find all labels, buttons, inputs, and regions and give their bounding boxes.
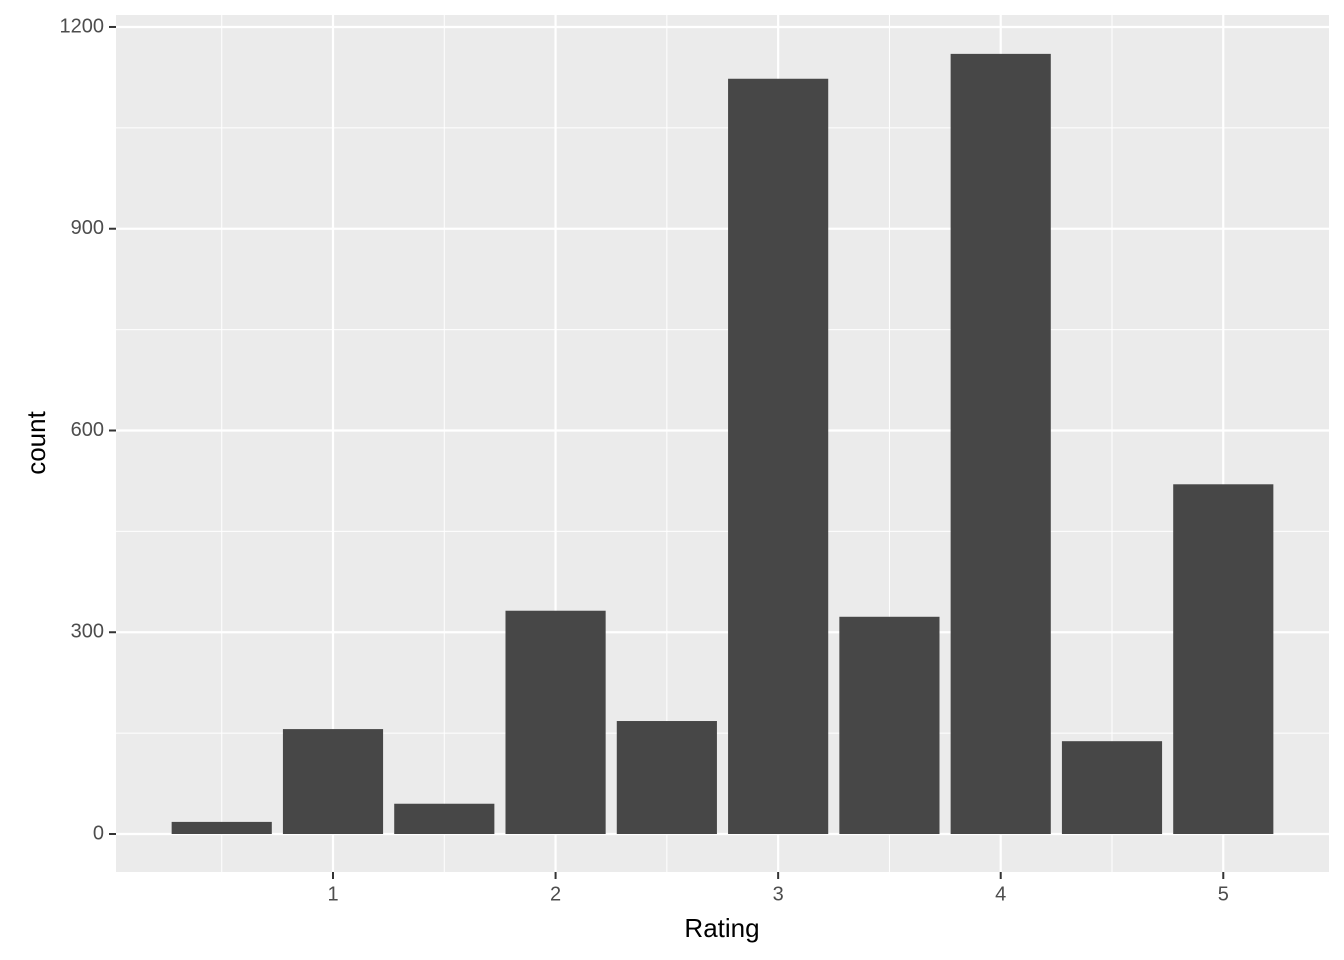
y-tick-label: 900 xyxy=(71,217,104,239)
x-axis-title: Rating xyxy=(684,913,759,943)
bar xyxy=(394,803,495,835)
x-tick-label: 2 xyxy=(550,883,561,905)
x-tick-label: 4 xyxy=(995,883,1006,905)
x-tick-label: 5 xyxy=(1218,883,1229,905)
x-tick-label: 1 xyxy=(327,883,338,905)
y-tick-label: 1200 xyxy=(60,15,105,37)
y-tick-label: 600 xyxy=(71,419,104,441)
bar xyxy=(950,53,1051,835)
bar xyxy=(171,821,272,835)
bar xyxy=(1061,741,1163,835)
bar xyxy=(839,616,940,835)
bar xyxy=(1173,484,1274,835)
y-axis-title: count xyxy=(21,410,51,474)
y-tick-label: 300 xyxy=(71,621,104,643)
y-tick-label: 0 xyxy=(93,822,104,844)
bar xyxy=(282,729,384,835)
x-tick-label: 3 xyxy=(773,883,784,905)
bar xyxy=(616,721,717,835)
bar xyxy=(505,610,606,835)
bar xyxy=(728,78,829,835)
